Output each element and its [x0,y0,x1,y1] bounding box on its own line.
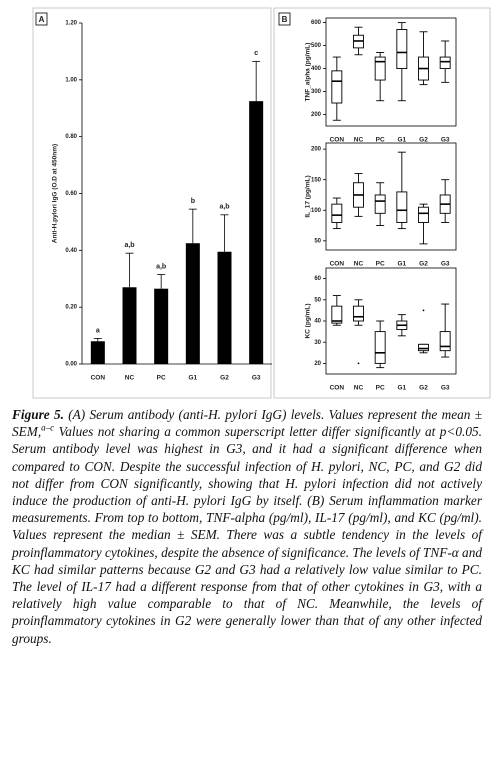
box [396,29,408,70]
box [331,203,343,223]
x-tick-label: G2 [220,375,229,382]
x-tick-label: PC [157,375,166,382]
plot-frame [325,17,457,127]
significance-label: b [191,198,195,205]
box [418,206,429,223]
x-tick-label: NC [354,137,364,144]
y-axis-label: KC (pg/mL) [305,303,312,338]
significance-label: a,b [156,263,166,270]
x-tick-label: PC [376,385,385,392]
x-tick-label: NC [354,385,364,392]
y-tick-label: 50 [314,297,321,303]
figure: A Anti-H.pylori IgG (O.D at 450nm) 0.00 0.2… [32,7,491,399]
y-tick-label: 0.60 [65,191,77,197]
y-tick-label: 1.20 [65,21,77,27]
x-tick-label: G1 [397,137,406,144]
box [353,305,364,322]
x-tick-label: G1 [397,261,406,268]
caption-text: Values not sharing a common superscript … [12,424,482,646]
box [418,343,429,352]
significance-label: a,b [219,204,229,211]
y-tick-label: 30 [314,340,321,346]
y-axis-label: Anti-H.pylori IgG (O.D at 450nm) [52,144,59,243]
bar [217,251,232,364]
x-tick-label: G1 [397,385,406,392]
caption-text: (A) Serum antibody (anti-H. pylori IgG) … [12,407,482,440]
x-tick-label: G2 [419,385,428,392]
figure-label: Figure 5. [12,407,64,422]
panel-label-box [278,12,291,26]
x-tick-label: G2 [419,137,428,144]
y-axis-label: IL_17 (pg/mL) [305,175,312,217]
box [331,70,343,104]
y-tick-label: 40 [314,319,321,325]
y-tick-label: 200 [311,112,322,118]
y-tick-label: 50 [314,238,321,244]
significance-label: a,b [124,242,134,249]
x-tick-label: G3 [441,261,450,268]
bar [249,101,264,364]
box [374,56,386,81]
x-tick-label: G3 [252,375,261,382]
box [374,194,386,214]
caption-superscript: a–c [41,422,55,433]
x-tick-label: PC [376,261,385,268]
box [374,331,386,364]
box [396,191,408,223]
y-tick-label: 0.80 [65,134,77,140]
panel-label: B [282,15,288,24]
box [439,56,451,70]
bar [122,287,137,364]
panel-label-box [35,12,48,26]
plot-frame [325,142,457,251]
y-tick-label: 300 [311,89,322,95]
outlier [422,309,425,312]
y-tick-label: 60 [314,276,321,282]
y-axis-label: TNF_alpha (pg/mL) [305,43,312,102]
outlier [357,362,360,365]
y-tick-label: 200 [311,147,322,153]
y-tick-label: 1.00 [65,77,77,83]
x-tick-label: G1 [188,375,197,382]
bar [154,288,169,364]
bar [90,341,105,364]
y-tick-label: 400 [311,66,322,72]
y-tick-label: 0.40 [65,248,77,254]
x-tick-label: G3 [441,385,450,392]
x-tick-label: G3 [441,137,450,144]
y-tick-label: 20 [314,361,321,367]
y-tick-label: 500 [311,43,322,49]
significance-label: c [254,50,258,57]
x-tick-label: G2 [419,261,428,268]
x-tick-label: NC [354,261,364,268]
x-tick-label: NC [125,375,135,382]
plot-frame [325,267,457,375]
box [439,331,451,352]
x-tick-label: PC [376,137,385,144]
panel-label: A [39,15,45,24]
bar [185,243,200,364]
caption: Figure 5. (A) Serum antibody (anti-H. py… [12,406,482,647]
y-tick-label: 150 [311,177,322,183]
y-tick-label: 100 [311,208,322,214]
significance-label: a [96,327,100,334]
box [331,305,343,324]
y-tick-label: 600 [311,20,322,26]
x-tick-label: CON [91,375,106,382]
x-tick-label: CON [330,137,345,144]
y-tick-label: 0.20 [65,305,77,311]
panel-frame [273,7,491,399]
panel-frame [32,7,272,399]
x-tick-label: CON [330,385,345,392]
y-tick-label: 0.00 [65,362,77,368]
x-tick-label: CON [330,261,345,268]
